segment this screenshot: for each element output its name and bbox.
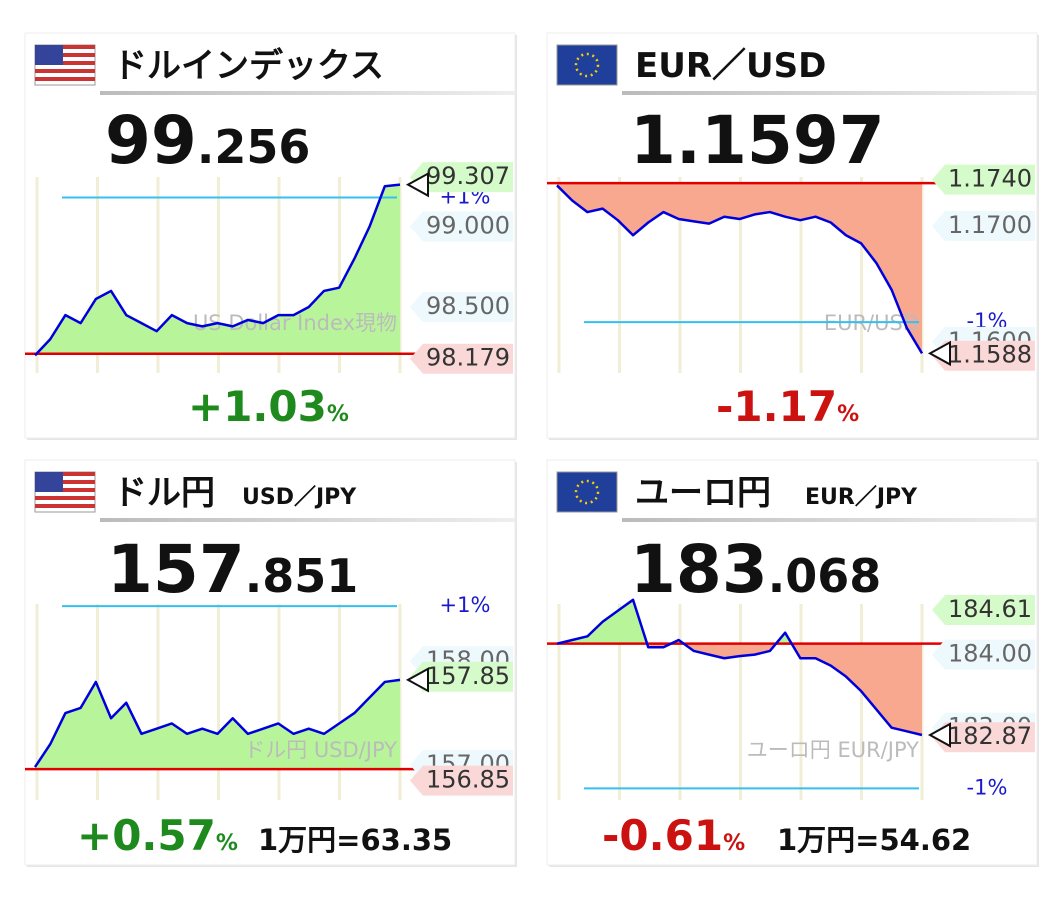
price: 99.256 [105,102,310,179]
watermark: ユーロ円 EUR/JPY [747,738,919,762]
low-tag [410,343,513,374]
flag-us [34,471,96,513]
high-label: 1.1740 [948,165,1032,193]
high-label: 184.61 [948,595,1032,623]
price-line [33,678,401,768]
cursor [405,171,429,198]
area-down [557,643,922,735]
high-tag [932,595,1035,626]
panel: 99.256 +1.03% US Dollar Index現物+1%99.000… [24,32,517,440]
low-tag [932,340,1035,371]
panel: 1.1597 -1.17% EUR/USD-1%1.17001.16001.17… [546,32,1039,440]
high-tag [932,164,1035,195]
high-tag [410,661,513,692]
area-up [35,679,400,770]
title: ドル円 [113,473,215,513]
y-tick-label: 99.000 [426,212,510,240]
y-tick-label: 184.00 [948,640,1032,668]
title: EUR／USD [635,46,826,86]
low-tag [932,722,1035,753]
change: -0.61% [602,811,745,860]
area-down [557,183,922,354]
y-tick-label: 1.1700 [948,211,1032,239]
panel: 157.851 +0.57% ドル円 USD/JPY+1%158.00157.0… [24,459,517,867]
price-line [556,598,923,737]
price: 1.1597 [630,102,885,179]
low-tag [410,765,513,796]
low-label: 1.1588 [948,341,1032,369]
low-label: 182.87 [948,722,1032,750]
note: 1万円=54.62 [777,823,971,857]
low-label: 98.179 [426,344,510,372]
y-tick-label: 98.500 [426,292,510,320]
title: ユーロ円 [635,473,771,513]
panel: 183.068 -0.61% ユーロ円 EUR/JPY-1%184.00183.… [546,459,1039,867]
flag-us [34,44,96,86]
tick-tag [410,211,513,242]
high-label: 99.307 [426,162,510,190]
watermark: ドル円 USD/JPY [244,738,397,762]
cursor [927,340,951,367]
tick-tag [932,639,1035,670]
note: 1万円=63.35 [258,823,452,857]
cursor [405,667,429,693]
title: ドルインデックス [113,46,384,86]
change: +1.03% [188,382,349,431]
price: 157.851 [107,531,358,608]
price-line [556,184,924,355]
price-line [34,183,401,357]
flag-eu [556,44,618,86]
price: 183.068 [630,531,881,608]
area-up [35,184,400,354]
change: -1.17% [716,382,859,431]
flag-eu [556,471,618,513]
subtitle: EUR／JPY [805,485,918,510]
band-label: +1% [440,593,491,617]
low-label: 156.85 [426,766,510,794]
high-tag [410,162,513,193]
change: +0.57% [77,811,238,860]
subtitle: USD／JPY [242,485,357,510]
cursor [927,722,951,748]
tick-tag [932,210,1035,241]
high-label: 157.85 [426,662,510,690]
band-label: -1% [967,775,1008,799]
area-up [557,599,922,644]
tick-tag [410,292,513,323]
